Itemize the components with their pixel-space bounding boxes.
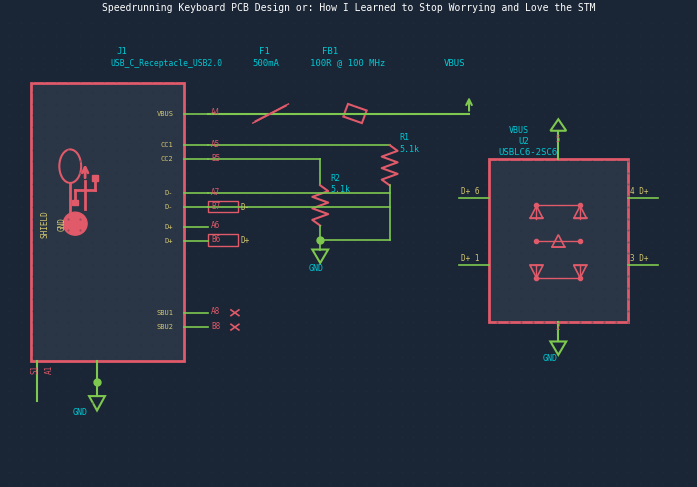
Bar: [208, 201, 238, 212]
Text: B6: B6: [211, 235, 220, 244]
Bar: [72, 200, 78, 206]
Text: VBUS: VBUS: [444, 58, 466, 68]
Text: D-: D-: [165, 205, 174, 210]
Text: GND: GND: [542, 354, 558, 363]
Text: B7: B7: [211, 202, 220, 211]
Bar: [208, 234, 238, 246]
Text: 4 D+: 4 D+: [630, 187, 648, 196]
Text: FB1: FB1: [322, 47, 338, 56]
Text: SHIELD: SHIELD: [40, 210, 49, 238]
Text: A1: A1: [45, 365, 54, 374]
Bar: [92, 175, 98, 181]
Text: 5: 5: [556, 135, 560, 144]
Text: J1: J1: [116, 47, 127, 56]
Text: GND: GND: [72, 408, 87, 417]
Text: 3 D+: 3 D+: [630, 254, 648, 263]
Text: F1: F1: [259, 47, 270, 56]
Text: U2: U2: [519, 137, 530, 146]
Text: GND: GND: [308, 263, 323, 273]
Bar: [489, 159, 628, 322]
Text: GND: GND: [57, 217, 66, 231]
Text: 2: 2: [556, 323, 560, 332]
Text: B5: B5: [211, 154, 220, 163]
Text: 5.1k: 5.1k: [330, 185, 350, 194]
Text: A7: A7: [211, 187, 220, 197]
Text: R2: R2: [330, 173, 340, 183]
Text: D-: D-: [241, 203, 250, 212]
Text: D+ 1: D+ 1: [461, 254, 480, 263]
Text: D+ 6: D+ 6: [461, 187, 480, 196]
Text: 500mA: 500mA: [253, 58, 279, 68]
Text: SBU1: SBU1: [156, 310, 174, 316]
Text: A5: A5: [211, 140, 220, 149]
Title: Speedrunning Keyboard PCB Design or: How I Learned to Stop Worrying and Love the: Speedrunning Keyboard PCB Design or: How…: [102, 3, 595, 13]
Text: D+: D+: [165, 224, 174, 229]
Text: S1: S1: [31, 365, 40, 374]
Text: VBUS: VBUS: [156, 111, 174, 116]
Text: CC1: CC1: [160, 142, 174, 148]
Text: D+: D+: [241, 236, 250, 245]
Text: 5.1k: 5.1k: [399, 145, 420, 154]
Circle shape: [63, 212, 87, 235]
Text: D-: D-: [165, 190, 174, 196]
Text: SBU2: SBU2: [156, 324, 174, 330]
Text: A4: A4: [211, 108, 220, 117]
Text: R1: R1: [399, 133, 410, 142]
Text: USBLC6-2SC6: USBLC6-2SC6: [499, 148, 558, 157]
Text: A6: A6: [211, 221, 220, 230]
Text: USB_C_Receptacle_USB2.0: USB_C_Receptacle_USB2.0: [110, 58, 222, 68]
Text: CC2: CC2: [160, 156, 174, 163]
Text: B8: B8: [211, 322, 220, 331]
Text: A8: A8: [211, 307, 220, 316]
Bar: [31, 83, 184, 361]
Text: 100R @ 100 MHz: 100R @ 100 MHz: [310, 58, 385, 68]
Text: D+: D+: [165, 238, 174, 244]
Bar: [343, 104, 367, 123]
Text: VBUS: VBUS: [509, 126, 529, 135]
